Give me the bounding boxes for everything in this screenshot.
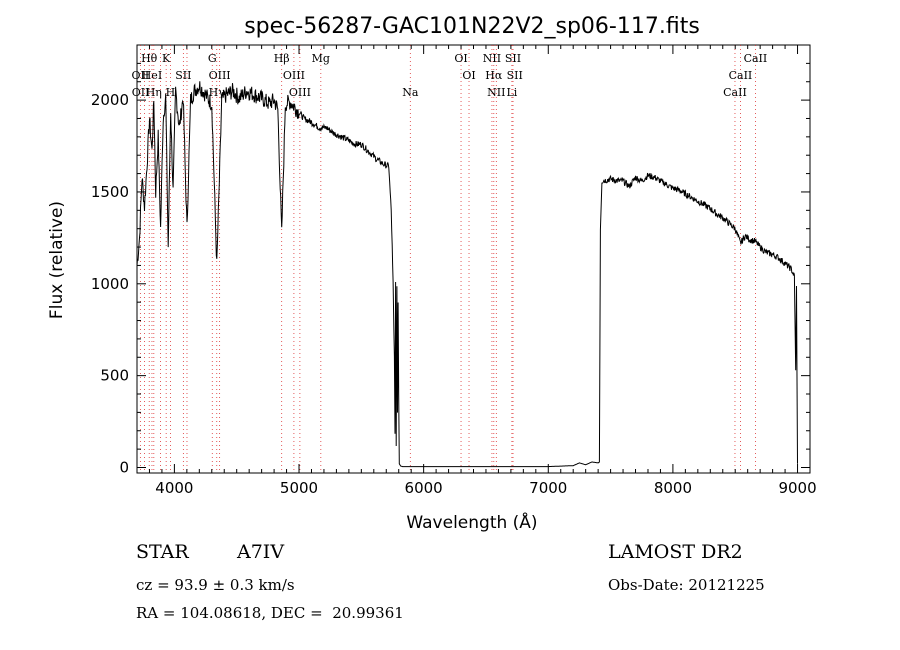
plot-frame <box>136 44 811 474</box>
line-label: OIII <box>283 69 305 82</box>
line-label: Na <box>402 86 419 99</box>
line-label: NII <box>487 86 505 99</box>
line-label: CaII <box>723 86 747 99</box>
spectral-line-markers <box>139 45 756 473</box>
axis-tick-labels: 4000 5000 6000 7000 8000 9000 0 500 1000 1500 2000 <box>91 91 817 497</box>
line-label: Hη <box>146 86 162 99</box>
y-tick-label: 1500 <box>91 183 129 201</box>
x-tick-label: 9000 <box>778 479 816 497</box>
line-label: NII <box>483 52 501 65</box>
line-label: Hα <box>485 69 503 82</box>
line-label: Hβ <box>274 52 290 65</box>
line-label: OI <box>454 52 467 65</box>
y-tick-label: 1000 <box>91 275 129 293</box>
line-label: SII <box>505 52 521 65</box>
x-tick-label: 5000 <box>280 479 318 497</box>
line-label: Hθ <box>141 52 158 65</box>
line-label: Mg <box>312 52 330 65</box>
line-label: H <box>166 86 176 99</box>
chart-title: spec-56287-GAC101N22V2_sp06-117.fits <box>244 14 700 39</box>
y-tick-label: 2000 <box>91 91 129 109</box>
x-axis-label: Wavelength (Å) <box>406 511 537 533</box>
line-label: SII <box>175 69 191 82</box>
coordinates: RA = 104.08618, DEC = 20.99361 <box>136 604 404 622</box>
object-class: STAR <box>136 541 189 563</box>
line-label: SII <box>507 69 523 82</box>
survey-name: LAMOST DR2 <box>608 541 743 563</box>
line-label: G <box>208 52 217 65</box>
line-label: OIII <box>209 69 231 82</box>
y-tick-label: 0 <box>119 458 129 476</box>
x-tick-label: 8000 <box>654 479 692 497</box>
line-label: CaII <box>744 52 768 65</box>
object-subclass: A7IV <box>237 541 285 563</box>
line-label: OII <box>132 86 150 99</box>
line-label: K <box>162 52 171 65</box>
line-label: Hγ <box>209 86 226 99</box>
line-label: HeI <box>142 69 162 82</box>
axis-ticks <box>136 45 811 473</box>
line-label: OIII <box>289 86 311 99</box>
x-tick-label: 6000 <box>405 479 443 497</box>
y-axis-label: Flux (relative) <box>47 201 67 319</box>
x-tick-label: 7000 <box>529 479 567 497</box>
line-label: OII <box>132 69 150 82</box>
observation-date: Obs-Date: 20121225 <box>608 576 765 594</box>
line-label: CaII <box>729 69 753 82</box>
y-tick-label: 500 <box>100 367 129 385</box>
spectrum-line <box>136 81 798 468</box>
line-label: OI <box>462 69 475 82</box>
line-label: Li <box>506 86 517 99</box>
x-tick-label: 4000 <box>155 479 193 497</box>
redshift-cz: cz = 93.9 ± 0.3 km/s <box>136 576 295 594</box>
